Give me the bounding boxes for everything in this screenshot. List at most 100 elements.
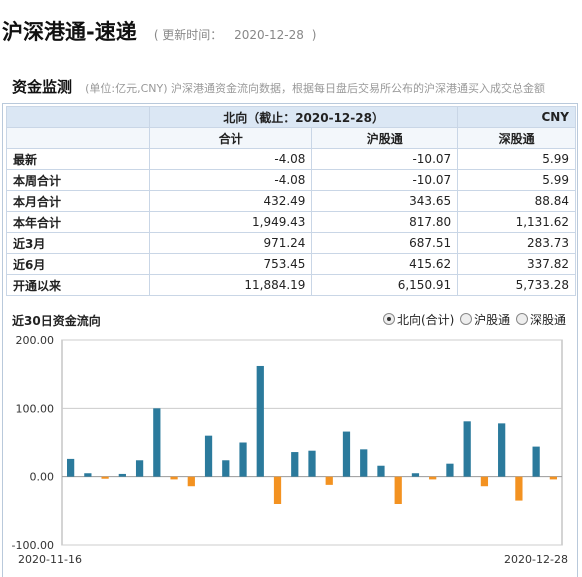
- cell-sz: 1,131.62: [457, 211, 576, 233]
- column-header: 合计: [148, 127, 313, 149]
- table-row: 开通以来 11,884.19 6,150.91 5,733.28: [6, 274, 576, 296]
- monitor-panel: [2, 103, 578, 577]
- cell-sz: 5.99: [457, 169, 576, 191]
- table-header-title: 北向（截止：2020-12-28）: [148, 106, 459, 128]
- cell-total: 1,949.43: [148, 211, 313, 233]
- cell-sz: 337.82: [457, 253, 576, 275]
- radio-northbound-total[interactable]: 北向(合计): [382, 311, 455, 328]
- bar[interactable]: [394, 476, 402, 504]
- cell-sz: 88.84: [457, 190, 576, 212]
- radio-label: 沪股通: [474, 313, 511, 327]
- section-header: 资金监测 (单位:亿元,CNY) 沪深港通资金流向数据，根据每日盘后交易所公布的…: [12, 76, 545, 97]
- row-label: 开通以来: [6, 274, 150, 296]
- row-label: 本年合计: [6, 211, 150, 233]
- page-title: 沪深港通-速递: [2, 20, 137, 44]
- cell-sh: 817.80: [311, 211, 459, 233]
- flow-direction-selector: 北向(合计) 沪股通 深股通: [381, 311, 566, 328]
- section-title: 资金监测: [12, 78, 73, 96]
- bar[interactable]: [204, 435, 213, 477]
- bar[interactable]: [101, 476, 109, 479]
- bar[interactable]: [463, 421, 471, 477]
- table-header-row: 北向（截止：2020-12-28） CNY: [6, 106, 576, 128]
- table-row: 本月合计 432.49 343.65 88.84: [6, 190, 576, 212]
- row-label: 本月合计: [6, 190, 150, 212]
- bar[interactable]: [239, 442, 247, 477]
- bar[interactable]: [170, 476, 178, 480]
- bar[interactable]: [325, 476, 333, 485]
- cell-sz: 5.99: [457, 148, 576, 170]
- cell-sh: -10.07: [311, 169, 459, 191]
- update-date: 2020-12-28: [234, 28, 304, 42]
- bar[interactable]: [515, 476, 523, 501]
- cell-total: 971.24: [148, 232, 313, 254]
- table-row: 本年合计 1,949.43 817.80 1,131.62: [6, 211, 576, 233]
- cell-sh: 6,150.91: [311, 274, 459, 296]
- x-axis-start-label: 2020-11-16: [18, 553, 82, 566]
- radio-label: 深股通: [529, 313, 566, 327]
- bar[interactable]: [273, 476, 282, 504]
- y-tick-label: 200.00: [16, 334, 55, 347]
- update-suffix: ): [311, 28, 317, 42]
- table-row: 近6月 753.45 415.62 337.82: [6, 253, 576, 275]
- cell-total: -4.08: [148, 148, 313, 170]
- y-tick-label: 100.00: [16, 402, 55, 415]
- cell-sz: 283.73: [457, 232, 576, 254]
- update-prefix: ( 更新时间：: [153, 28, 223, 42]
- cell-sh: 343.65: [311, 190, 459, 212]
- bar[interactable]: [446, 463, 454, 477]
- row-label: 近3月: [6, 232, 150, 254]
- bar[interactable]: [308, 450, 316, 477]
- cell-sh: 415.62: [311, 253, 459, 275]
- chart-title: 近30日资金流向: [12, 314, 101, 328]
- radio-shanghai-connect[interactable]: 沪股通: [460, 311, 510, 328]
- bar[interactable]: [342, 431, 351, 477]
- cell-total: 753.45: [148, 253, 313, 275]
- cell-sh: -10.07: [311, 148, 459, 170]
- row-label: 本周合计: [6, 169, 150, 191]
- cell-total: 432.49: [148, 190, 313, 212]
- update-time: ( 更新时间： 2020-12-28 ): [154, 28, 317, 42]
- page-header: 沪深港通-速递 ( 更新时间： 2020-12-28 ): [2, 16, 316, 46]
- radio-button-icon: [382, 313, 395, 325]
- bar[interactable]: [153, 408, 161, 477]
- cell-sz: 5,733.28: [457, 274, 576, 296]
- bar[interactable]: [256, 365, 264, 477]
- cell-total: 11,884.19: [148, 274, 313, 296]
- bar[interactable]: [480, 476, 489, 487]
- currency-label: CNY: [457, 106, 576, 128]
- bar[interactable]: [498, 423, 506, 477]
- cell-total: -4.08: [148, 169, 313, 191]
- radio-button-icon: [460, 313, 473, 325]
- y-tick-label: -100.00: [12, 539, 54, 552]
- bar[interactable]: [291, 452, 299, 477]
- column-header: 沪股通: [311, 127, 459, 149]
- bar[interactable]: [377, 465, 385, 477]
- bar[interactable]: [135, 460, 144, 477]
- radio-label: 北向(合计): [396, 313, 455, 327]
- bar[interactable]: [549, 476, 557, 480]
- bar[interactable]: [67, 458, 75, 477]
- section-description: (单位:亿元,CNY) 沪深港通资金流向数据，根据每日盘后交易所公布的沪深港通买…: [85, 82, 546, 95]
- bar[interactable]: [411, 473, 420, 477]
- cell-sh: 687.51: [311, 232, 459, 254]
- bar[interactable]: [429, 476, 437, 480]
- row-label: 最新: [6, 148, 150, 170]
- radio-shenzhen-connect[interactable]: 深股通: [515, 311, 566, 328]
- table-row: 最新 -4.08 -10.07 5.99: [6, 148, 576, 170]
- column-header-row: 合计 沪股通 深股通: [6, 127, 576, 149]
- y-tick-label: 0.00: [30, 471, 55, 484]
- bar[interactable]: [84, 473, 92, 477]
- bar[interactable]: [360, 449, 368, 477]
- flow-table: 北向（截止：2020-12-28） CNY 合计 沪股通 深股通 最新 -4.08…: [6, 106, 576, 296]
- row-label: 近6月: [6, 253, 150, 275]
- bar[interactable]: [222, 460, 230, 477]
- bar[interactable]: [118, 473, 126, 477]
- x-axis-end-label: 2020-12-28: [504, 553, 568, 566]
- bar[interactable]: [532, 446, 540, 477]
- column-header: 深股通: [457, 127, 576, 149]
- table-row: 本周合计 -4.08 -10.07 5.99: [6, 169, 576, 191]
- bar[interactable]: [187, 476, 195, 487]
- table-row: 近3月 971.24 687.51 283.73: [6, 232, 576, 254]
- plot-area: [61, 339, 563, 546]
